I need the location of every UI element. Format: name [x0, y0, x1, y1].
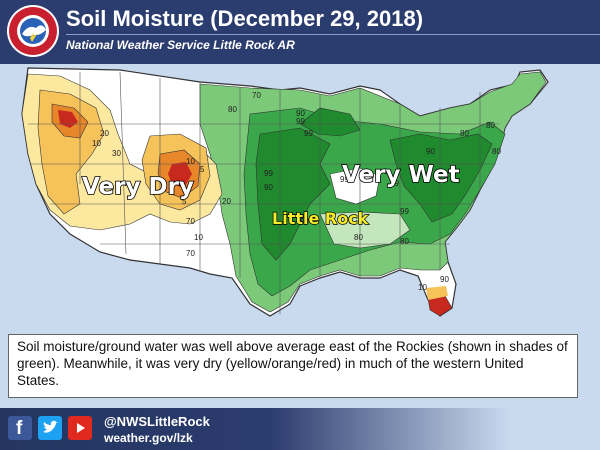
- contour-label: 80: [400, 237, 409, 246]
- contour-label: 70: [186, 249, 195, 258]
- extreme-dry-region: [58, 110, 78, 128]
- footer-bar: f @NWSLittleRock weather.gov/lzk: [0, 408, 600, 450]
- very-dry-label: Very Dry: [82, 174, 194, 200]
- contour-label: 99: [264, 169, 273, 178]
- florida-dry-region: [426, 286, 448, 300]
- state-boundaries: [28, 71, 500, 314]
- page-title: Soil Moisture (December 29, 2018): [66, 6, 424, 31]
- header-divider: [66, 34, 600, 35]
- contour-label: 10: [194, 233, 203, 242]
- little-rock-label: Little Rock: [272, 209, 369, 228]
- twitter-icon[interactable]: [38, 416, 62, 440]
- contour-label: 20: [100, 129, 109, 138]
- contour-label: 70: [186, 217, 195, 226]
- contour-label: 99: [296, 117, 305, 126]
- caption-box: Soil moisture/ground water was well abov…: [8, 334, 578, 398]
- contour-label: 99: [304, 129, 313, 138]
- contour-label: 20: [222, 197, 231, 206]
- contour-label: 70: [252, 91, 261, 100]
- soil-moisture-map: 10 30 10 5 5 20 70 10 70 80 70 90 99 99 …: [0, 64, 600, 340]
- contour-label: 10: [186, 157, 195, 166]
- facebook-icon[interactable]: f: [8, 416, 32, 440]
- header-bar: Soil Moisture (December 29, 2018) Nation…: [0, 0, 600, 64]
- contour-label: 90: [296, 109, 305, 118]
- contour-label: 99: [390, 179, 399, 188]
- page-subtitle: National Weather Service Little Rock AR: [66, 38, 295, 52]
- contour-label: 80: [492, 147, 501, 156]
- contour-label: 80: [354, 233, 363, 242]
- contour-label: 99: [340, 175, 349, 184]
- very-wet-label: Very Wet: [342, 162, 460, 188]
- caption-text: Soil moisture/ground water was well abov…: [17, 339, 568, 388]
- contour-label: 90: [300, 217, 309, 226]
- nws-logo-icon: [7, 5, 59, 57]
- contour-label: 90: [264, 183, 273, 192]
- extreme-dry-region: [168, 162, 192, 188]
- contour-label: 80: [486, 121, 495, 130]
- contour-label: 5: [182, 197, 187, 206]
- very-wet-region: [389, 133, 493, 223]
- contour-label: 90: [426, 147, 435, 156]
- contour-label: 70: [344, 217, 353, 226]
- contour-label: 10: [92, 139, 101, 148]
- contour-label: 80: [228, 105, 237, 114]
- contour-label: 90: [440, 275, 449, 284]
- contour-label: 30: [112, 149, 121, 158]
- contour-label: 10: [418, 283, 427, 292]
- youtube-icon[interactable]: [68, 416, 92, 440]
- contour-label: 99: [400, 207, 409, 216]
- contour-label: 80: [460, 129, 469, 138]
- contour-label: 5: [200, 165, 205, 174]
- twitter-handle[interactable]: @NWSLittleRock: [104, 414, 210, 429]
- website-link[interactable]: weather.gov/lzk: [104, 431, 193, 445]
